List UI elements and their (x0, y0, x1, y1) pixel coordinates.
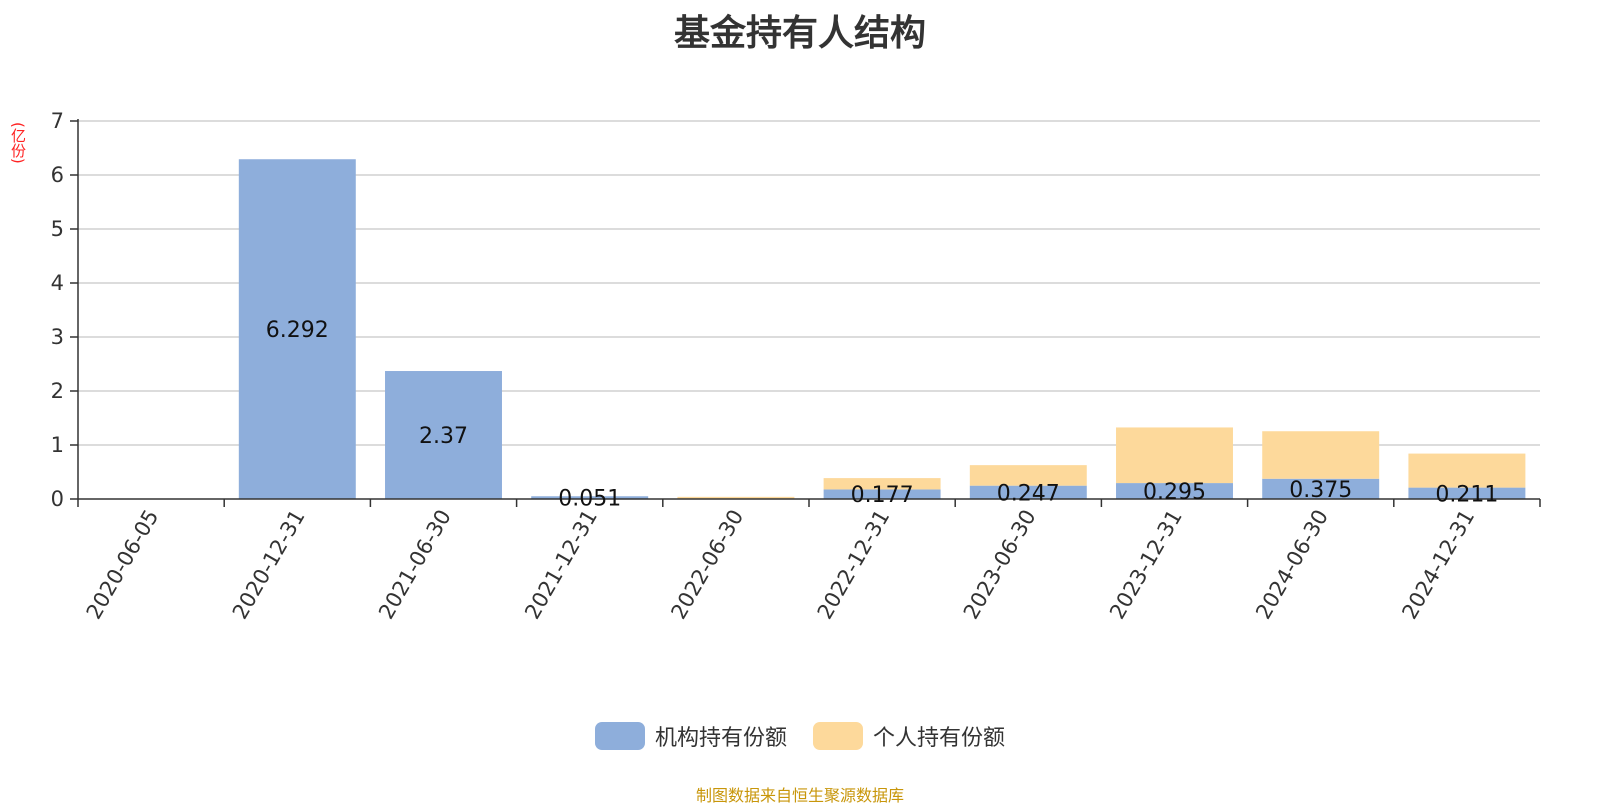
legend-label-individual: 个人持有份额 (873, 726, 1006, 751)
x-tick-label: 2022-12-31 (813, 506, 895, 624)
y-tick-label: 1 (51, 433, 64, 457)
bar-value-label: 6.292 (266, 318, 329, 343)
bar-individual (969, 465, 1087, 486)
bar-institutional (385, 371, 502, 499)
bar-individual (823, 478, 941, 490)
bar-institutional (1262, 478, 1380, 499)
y-tick-label: 3 (51, 325, 64, 349)
bar-individual (1116, 427, 1233, 484)
legend-swatch-institutional (594, 722, 645, 750)
y-axis-unit-label: (亿份) (9, 122, 27, 164)
bar-individual (1408, 453, 1526, 488)
x-tick-label: 2023-12-31 (1105, 506, 1187, 624)
bar-value-label: 0.177 (851, 483, 914, 508)
y-tick-label: 5 (51, 217, 64, 241)
bar-value-label: 0.247 (997, 481, 1060, 506)
legend: 机构持有份额 个人持有份额 (0, 720, 1600, 752)
bar-value-label: 2.37 (419, 424, 468, 449)
legend-label-institutional: 机构持有份额 (654, 726, 787, 751)
x-tick-label: 2023-06-30 (959, 506, 1041, 624)
bar-value-label: 0.051 (558, 487, 621, 512)
x-tick-label: 2022-06-30 (666, 506, 748, 624)
bar-value-label: 0.295 (1143, 480, 1206, 505)
bar-institutional (969, 485, 1087, 499)
source-note: 制图数据来自恒生聚源数据库 (695, 786, 904, 805)
legend-swatch-individual (813, 722, 863, 750)
bar-institutional (531, 496, 649, 499)
x-tick-label: 2021-06-30 (374, 506, 456, 624)
legend-item-individual[interactable]: 个人持有份额 (813, 720, 1005, 752)
y-tick-label: 0 (51, 487, 64, 511)
x-tick-label: 2021-12-31 (520, 506, 602, 624)
legend-item-institutional[interactable]: 机构持有份额 (594, 720, 787, 752)
x-tick-label: 2024-06-30 (1251, 506, 1333, 624)
y-tick-label: 7 (51, 109, 64, 133)
y-tick-label: 6 (51, 163, 64, 187)
bar-individual (677, 496, 795, 499)
y-tick-label: 2 (51, 379, 64, 403)
y-tick-label: 4 (51, 271, 64, 295)
bar-institutional (238, 159, 356, 499)
bar-institutional (1408, 487, 1526, 499)
bar-individual (1262, 431, 1380, 479)
bar-institutional (1116, 483, 1233, 499)
bar-chart: 0 1 2 3 4 5 6 7 2020-06-05 2020-12-31 2021-06-30 20… (51, 109, 1541, 624)
chart-title: 基金持有人结构 (673, 13, 926, 54)
bar-value-label: 0.375 (1289, 478, 1352, 503)
x-tick-label: 2020-06-05 (82, 506, 164, 624)
bar-institutional (823, 489, 941, 499)
x-tick-label: 2020-12-31 (228, 506, 310, 624)
bar-value-label: 0.211 (1435, 482, 1498, 507)
x-tick-label: 2024-12-31 (1397, 506, 1479, 624)
